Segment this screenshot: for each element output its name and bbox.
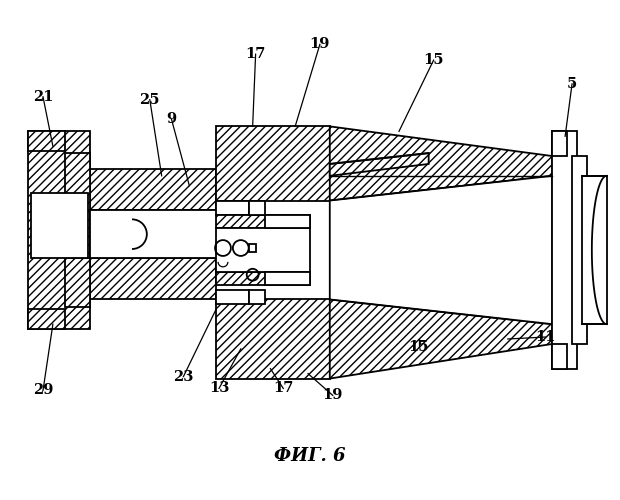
Text: 9: 9: [167, 112, 177, 126]
Text: 23: 23: [173, 370, 193, 384]
Text: 17: 17: [246, 47, 266, 61]
Polygon shape: [216, 216, 310, 228]
Text: 15: 15: [409, 340, 429, 354]
Polygon shape: [249, 244, 255, 252]
Polygon shape: [552, 344, 567, 368]
Polygon shape: [552, 132, 577, 368]
Polygon shape: [330, 153, 428, 176]
Polygon shape: [265, 216, 310, 228]
Polygon shape: [31, 192, 89, 258]
Polygon shape: [330, 126, 552, 200]
Polygon shape: [64, 153, 91, 210]
Polygon shape: [216, 272, 310, 284]
Polygon shape: [216, 228, 310, 272]
Polygon shape: [552, 132, 567, 156]
Text: 19: 19: [322, 388, 343, 402]
Text: 15: 15: [423, 53, 444, 67]
Text: 21: 21: [33, 90, 53, 104]
Text: 25: 25: [140, 92, 160, 106]
Text: 5: 5: [567, 77, 577, 91]
Polygon shape: [91, 210, 221, 258]
Polygon shape: [582, 176, 606, 324]
Polygon shape: [572, 156, 587, 344]
Polygon shape: [28, 310, 64, 329]
Polygon shape: [28, 132, 64, 151]
Polygon shape: [28, 132, 91, 329]
Polygon shape: [265, 272, 310, 284]
Text: 13: 13: [209, 382, 229, 396]
Polygon shape: [216, 300, 330, 378]
Polygon shape: [330, 300, 552, 378]
Polygon shape: [91, 169, 216, 210]
Polygon shape: [216, 126, 330, 200]
Text: 17: 17: [273, 382, 293, 396]
Polygon shape: [216, 200, 249, 216]
Polygon shape: [249, 290, 265, 304]
Polygon shape: [249, 200, 265, 216]
Text: 29: 29: [33, 384, 53, 398]
Text: 19: 19: [310, 38, 330, 52]
Polygon shape: [216, 290, 249, 304]
Polygon shape: [91, 258, 216, 300]
Text: 11: 11: [535, 330, 556, 344]
Polygon shape: [64, 258, 91, 308]
Polygon shape: [330, 176, 552, 324]
Text: ФИГ. 6: ФИГ. 6: [274, 446, 346, 464]
